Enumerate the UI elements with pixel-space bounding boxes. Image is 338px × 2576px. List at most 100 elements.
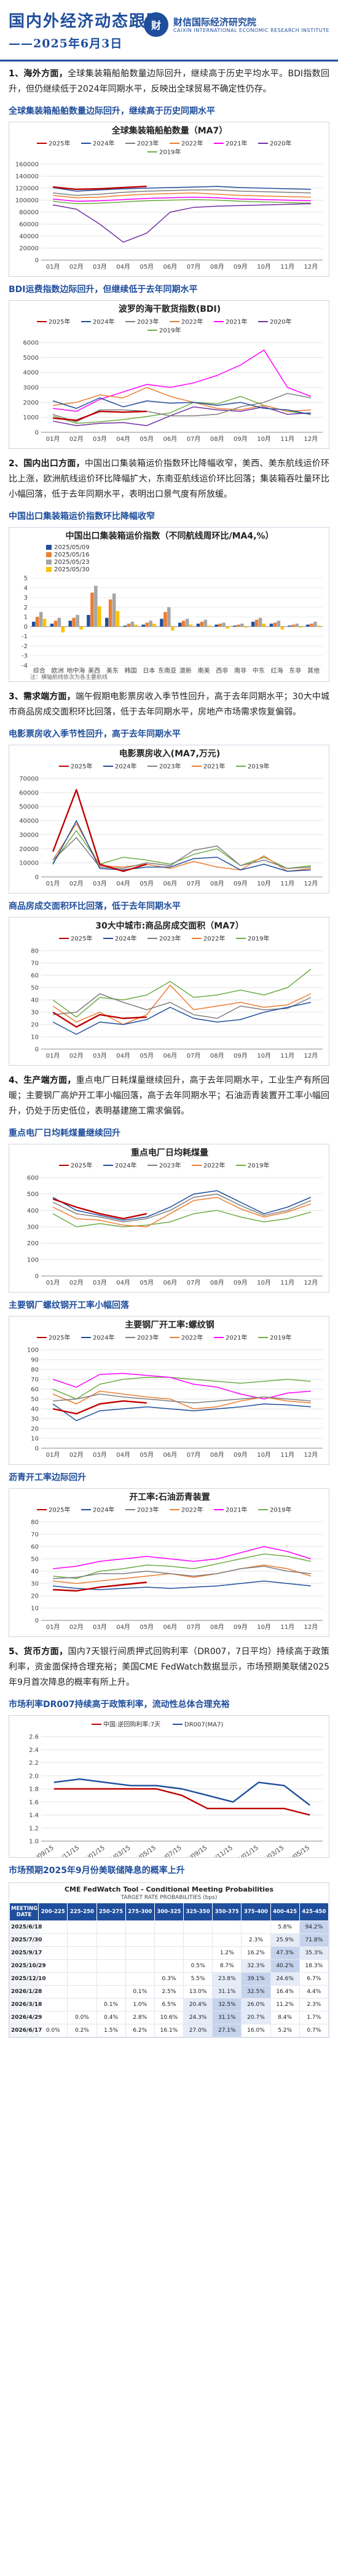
probability-cell: 18.3%	[299, 1959, 329, 1973]
x-tick-label: 09月	[234, 1623, 248, 1631]
meeting-date-cell: 2026/1/28	[9, 1985, 42, 1999]
x-tick-label: 01月	[46, 1052, 60, 1060]
section-body: 重点电厂日耗煤量继续回升，高于去年同期水平，工业生产有所回暖；主要钢厂高炉开工率…	[9, 1076, 329, 1116]
probability-cell: 26.0%	[241, 1998, 271, 2011]
section-lead: 5、货币方面，	[9, 1647, 68, 1657]
series-line	[52, 406, 311, 426]
bar	[258, 617, 262, 627]
bar	[295, 624, 299, 627]
bar	[233, 625, 237, 627]
x-tick-label: 07月	[187, 263, 201, 271]
probability-cell: 32.5%	[241, 1985, 271, 1999]
bar	[273, 622, 277, 627]
x-tick-label: 03月	[93, 1623, 107, 1631]
series-line	[52, 392, 312, 422]
y-tick-label: 2	[24, 604, 28, 611]
freight-chart-card: 中国出口集装箱运价指数（不同航线周环比/MA4,%） 2025/05/09 2025…	[9, 527, 329, 682]
legend-entry: 2025年	[49, 318, 70, 326]
y-tick-label: 80000	[19, 210, 39, 216]
brand-logo-icon: 财	[144, 12, 169, 37]
x-tick-label: 08月	[210, 1451, 224, 1459]
probability-cell: 1.7%	[299, 2011, 329, 2024]
cme-header-cell: 275-300	[125, 1903, 155, 1921]
chart-note: 注：横轴航线依次为各主要航线	[30, 673, 108, 681]
x-tick-label: 01月	[46, 435, 60, 443]
x-tick-label: 03月	[93, 1279, 107, 1286]
y-tick-label: 70	[31, 1532, 39, 1539]
bar	[145, 622, 149, 627]
legend-entry: 2022年	[181, 1334, 203, 1342]
y-tick-label: 10	[31, 1034, 39, 1041]
probability-cell	[96, 1920, 126, 1934]
x-tick-label: 10月	[257, 1052, 271, 1060]
x-tick-label: 06月	[163, 880, 178, 887]
probability-cell: 2.3%	[241, 1933, 271, 1947]
page-title: 国内外经济动态跟踪	[9, 12, 164, 31]
x-tick-label: 10月	[257, 1279, 271, 1286]
series-line	[52, 1377, 311, 1400]
probability-cell: 0.4%	[96, 2011, 126, 2024]
series-line	[53, 349, 312, 412]
probability-cell	[96, 1959, 126, 1973]
bar	[280, 626, 285, 630]
legend-entry: 2023年	[137, 1334, 159, 1342]
x-tick-label: 08月	[210, 263, 224, 271]
probability-cell	[154, 1959, 184, 1973]
x-tick-label: 02月	[69, 263, 84, 271]
series-line	[53, 1778, 310, 1806]
coal-chart-card: 重点电厂日均耗煤量 2025年 2024年 2023年 2022年 2019年 0 100 20…	[9, 1144, 329, 1293]
series-line	[53, 1553, 312, 1579]
legend-swatch	[46, 567, 52, 572]
y-tick-label: 1	[24, 614, 28, 621]
dr007-chart: 中国:逆回购利率:7天 DR007(MA7) 1.0 1.2 1.4 1.6 1.8 2.0 2…	[22, 1721, 323, 1857]
legend-entry: 2021年	[226, 1506, 247, 1514]
probability-cell	[38, 1998, 68, 2011]
y-tick-label: 80	[31, 948, 39, 955]
y-tick-label: 50000	[19, 804, 39, 810]
y-tick-label: 40000	[19, 818, 39, 825]
legend-entry: 2024年	[115, 1162, 136, 1170]
y-tick-label: 80	[31, 1520, 39, 1526]
meeting-date-cell: 2026/4/29	[9, 2011, 42, 2024]
house-chart-card: 30大中城市:商品房成交面积（MA7） 2025年 2024年 2023年 2022年 2…	[9, 917, 329, 1066]
bar	[76, 615, 79, 627]
y-tick-label: 40	[31, 1569, 39, 1575]
brand-mark: 财	[151, 20, 162, 31]
section-lead: 3、需求端方面，	[9, 692, 76, 702]
x-tick-label: 12月	[304, 435, 318, 443]
bar	[57, 617, 61, 627]
section-demand: 3、需求端方面，端午假期电影票房收入季节性回升，高于去年同期水平；30大中城市商…	[0, 684, 338, 724]
x-tick-label: 09月	[234, 435, 248, 443]
bar	[68, 620, 72, 627]
probability-cell	[212, 1920, 242, 1934]
legend-entry: 2025年	[71, 1162, 92, 1170]
y-tick-label: 70000	[19, 776, 39, 783]
bar	[178, 622, 182, 627]
legend-swatch	[46, 552, 52, 557]
x-tick-label: 10月	[257, 435, 271, 443]
x-tick-label: 01月	[46, 1279, 60, 1286]
y-tick-label: 0	[35, 1446, 39, 1452]
x-tick-label: 01月	[46, 1623, 60, 1631]
chart-title: 主要钢厂开工率:螺纹钢	[125, 1320, 214, 1330]
series-line	[53, 1546, 312, 1569]
x-tick-label: 11月	[280, 435, 294, 443]
legend-entry: 2024年	[93, 1506, 114, 1514]
bar	[288, 625, 291, 627]
legend-entry: 2023年	[159, 935, 181, 943]
x-tick-label: 04月	[116, 880, 130, 887]
x-tick-label: 10月	[257, 1451, 271, 1459]
brand-subtitle: CAIXIN INTERNATIONAL ECONOMIC RESEARCH I…	[173, 27, 329, 33]
meeting-date-cell: 2025/12/10	[9, 1972, 46, 1986]
probability-cell: 24.6%	[270, 1972, 300, 1986]
probability-cell	[38, 1946, 68, 1960]
series-line	[53, 993, 312, 1019]
series-line	[52, 1400, 147, 1415]
series-line	[53, 199, 311, 205]
x-tick-label: 04月	[116, 1623, 130, 1631]
x-tick-label: 10月	[257, 1623, 271, 1631]
probability-cell: 2.8%	[125, 2011, 155, 2024]
x-tick-label: 09月	[234, 263, 248, 271]
cme-header-cell: 250-275	[96, 1903, 126, 1921]
probability-cell	[96, 1933, 126, 1947]
